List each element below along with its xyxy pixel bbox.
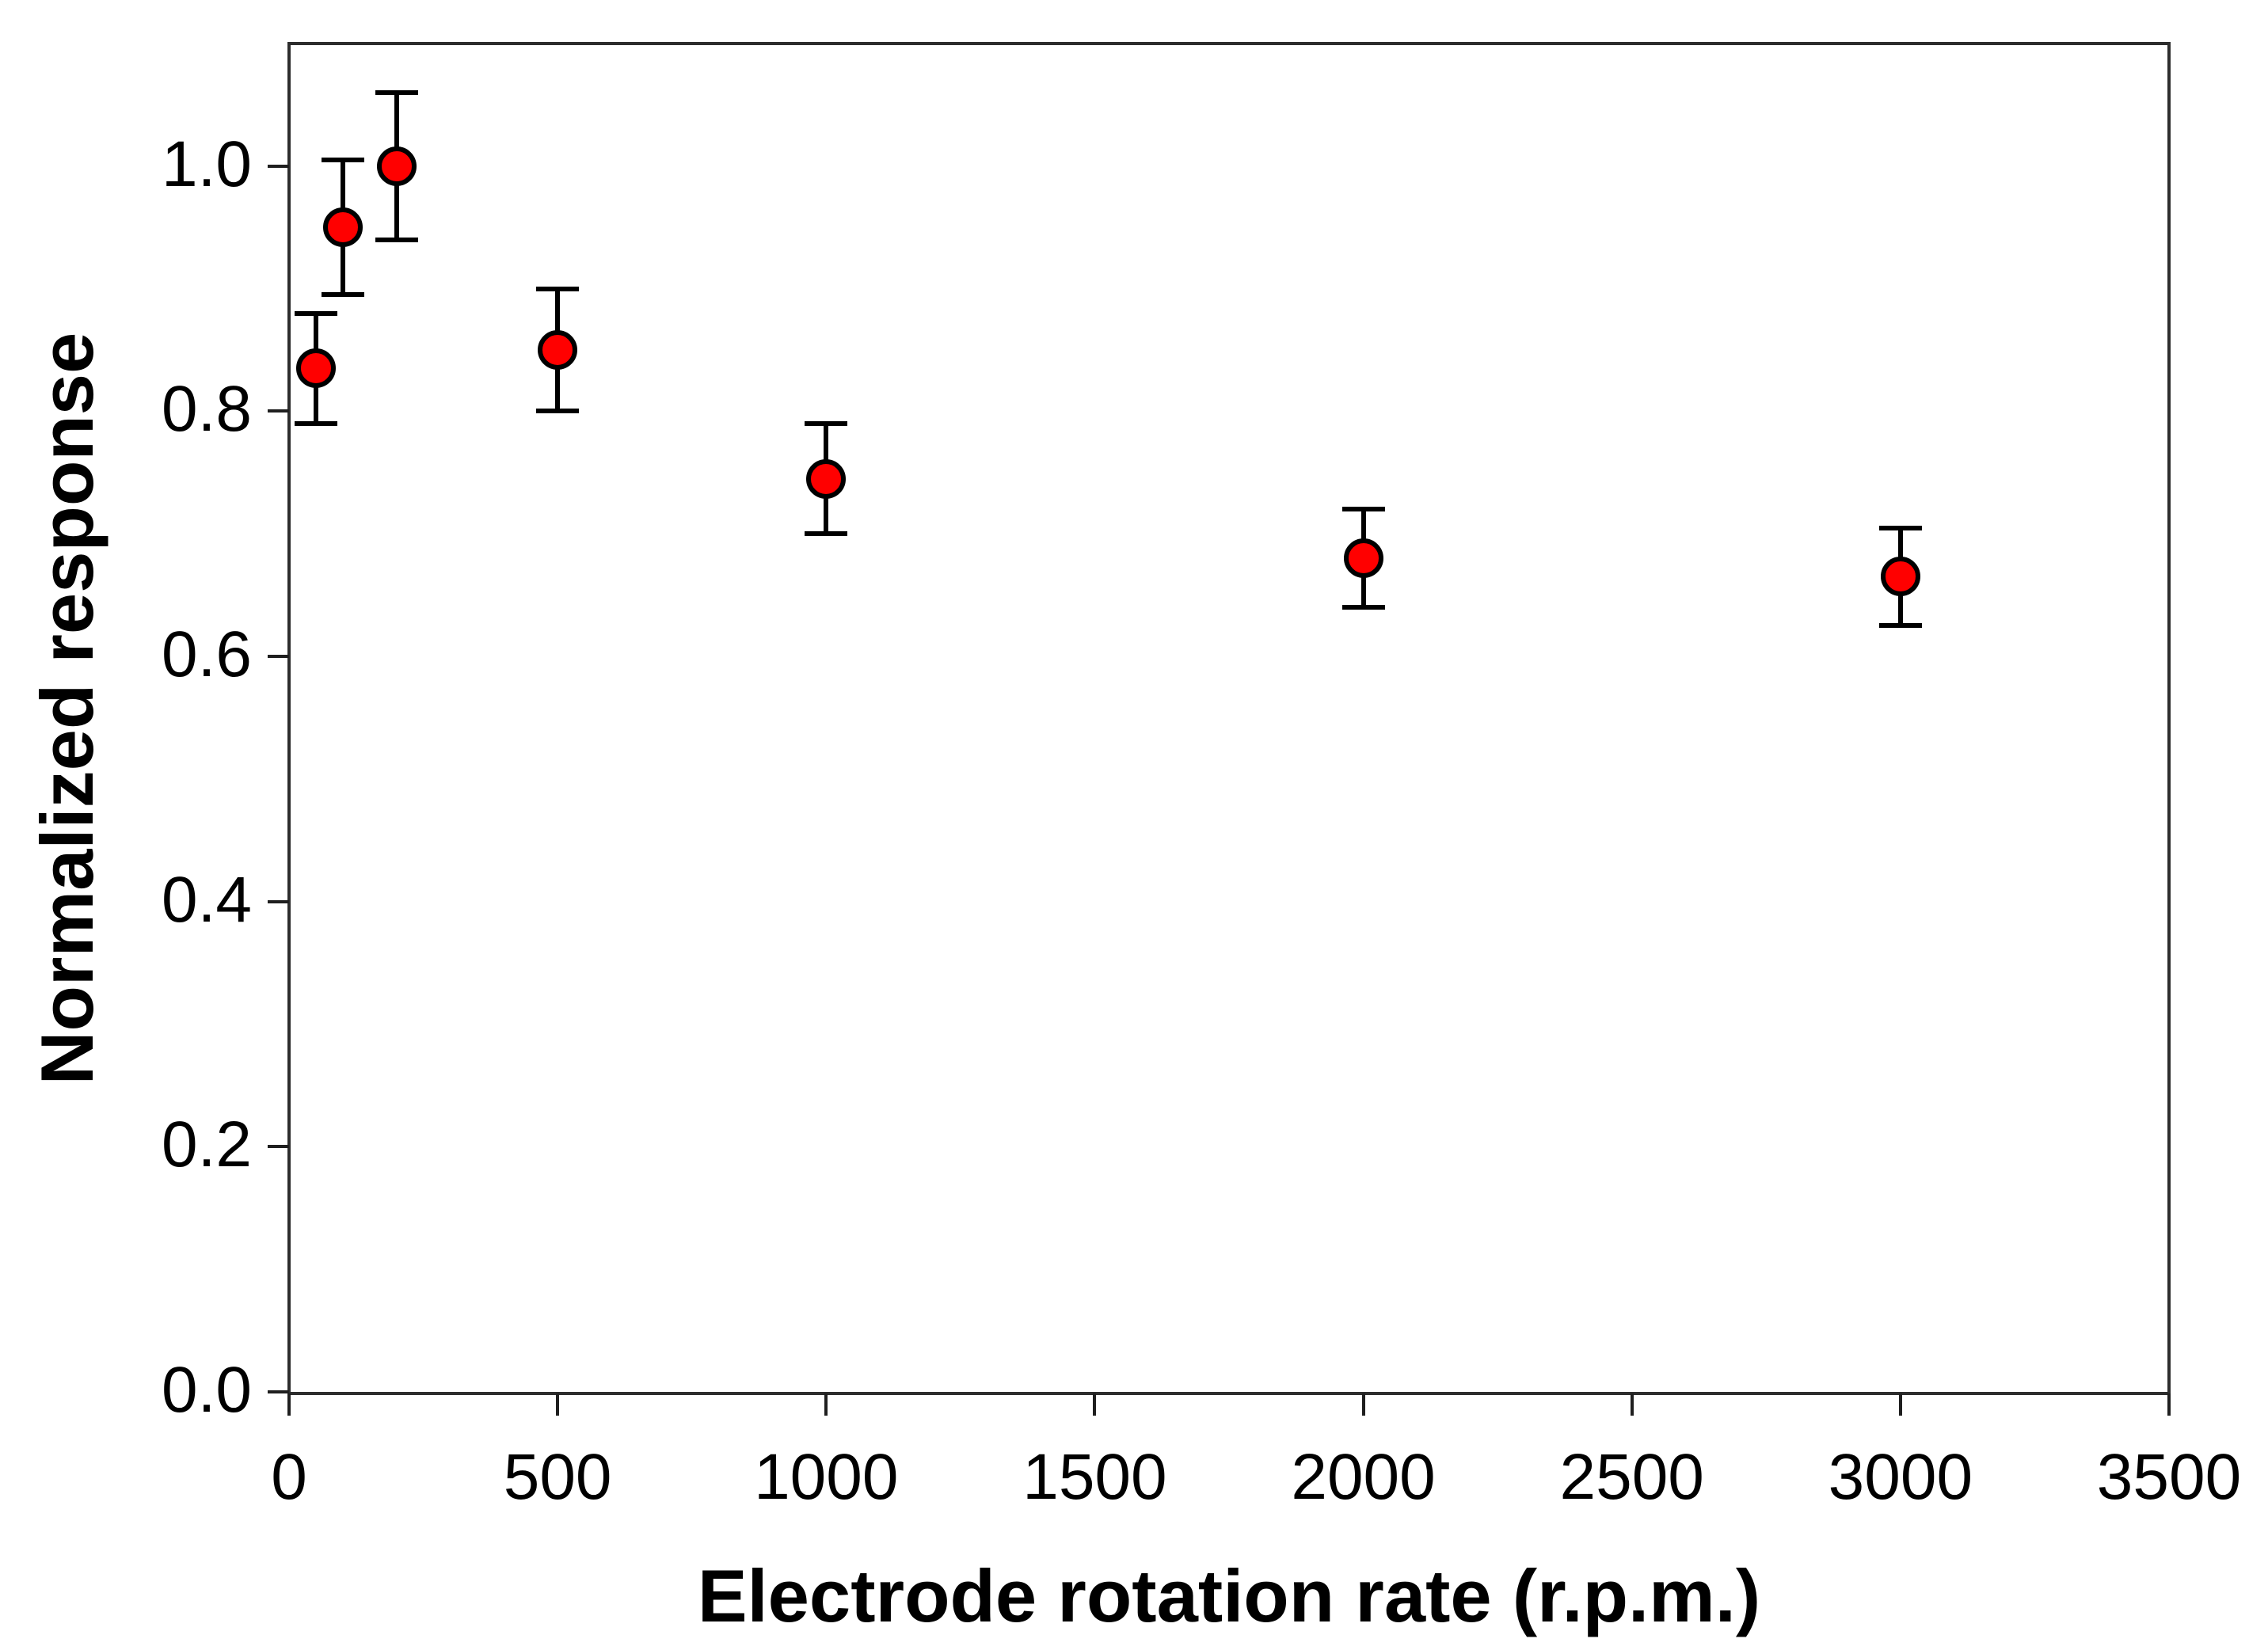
error-bar-cap-top bbox=[1341, 507, 1385, 512]
x-tick-label: 2000 bbox=[1291, 1441, 1436, 1513]
x-tick-label: 0 bbox=[271, 1441, 307, 1513]
error-bar-cap-top bbox=[536, 286, 580, 291]
error-bar-cap-bottom bbox=[805, 531, 848, 537]
y-tick bbox=[268, 164, 289, 168]
x-tick-label: 1000 bbox=[754, 1441, 899, 1513]
data-point-marker bbox=[806, 458, 847, 499]
x-tick bbox=[1898, 1393, 1902, 1416]
y-tick-label: 0.6 bbox=[162, 618, 252, 691]
y-tick-label: 0.0 bbox=[162, 1354, 252, 1427]
x-tick bbox=[1630, 1393, 1634, 1416]
error-bar-cap-top bbox=[375, 89, 418, 95]
error-bar-cap-bottom bbox=[375, 237, 418, 242]
plot-frame bbox=[287, 42, 2171, 1395]
error-bar-cap-bottom bbox=[321, 292, 364, 298]
x-tick bbox=[1361, 1393, 1365, 1416]
error-bar-cap-top bbox=[294, 310, 337, 316]
y-tick-label: 0.4 bbox=[162, 863, 252, 936]
y-tick bbox=[268, 409, 289, 413]
y-tick-label: 0.2 bbox=[162, 1108, 252, 1181]
y-tick bbox=[268, 1390, 289, 1393]
data-point-marker bbox=[538, 330, 578, 371]
error-bar-cap-top bbox=[805, 420, 848, 426]
y-tick bbox=[268, 1145, 289, 1149]
error-bar-cap-top bbox=[1878, 525, 1922, 530]
x-tick bbox=[824, 1393, 828, 1416]
error-bar-cap-bottom bbox=[1878, 623, 1922, 629]
error-bar-cap-top bbox=[321, 158, 364, 163]
y-tick-label: 0.8 bbox=[162, 373, 252, 446]
error-bar-cap-bottom bbox=[294, 420, 337, 426]
y-tick-label: 1.0 bbox=[162, 127, 252, 200]
y-tick bbox=[268, 655, 289, 659]
x-tick-label: 3500 bbox=[2096, 1441, 2242, 1513]
x-tick-label: 3000 bbox=[1828, 1441, 1973, 1513]
x-tick-label: 1500 bbox=[1022, 1441, 1167, 1513]
y-tick bbox=[268, 899, 289, 903]
x-tick-label: 2500 bbox=[1559, 1441, 1704, 1513]
data-point-marker bbox=[295, 348, 336, 389]
data-point-marker bbox=[376, 146, 417, 186]
data-point-marker bbox=[1343, 538, 1383, 579]
x-tick bbox=[1093, 1393, 1097, 1416]
x-tick bbox=[556, 1393, 560, 1416]
data-point-marker bbox=[322, 207, 363, 248]
error-bar-cap-bottom bbox=[536, 409, 580, 414]
data-point-marker bbox=[1880, 557, 1920, 597]
x-tick bbox=[287, 1393, 291, 1416]
x-tick bbox=[2167, 1393, 2171, 1416]
x-tick-label: 500 bbox=[503, 1441, 612, 1513]
error-bar-cap-bottom bbox=[1341, 605, 1385, 610]
x-axis-title: Electrode rotation rate (r.p.m.) bbox=[697, 1554, 1761, 1637]
